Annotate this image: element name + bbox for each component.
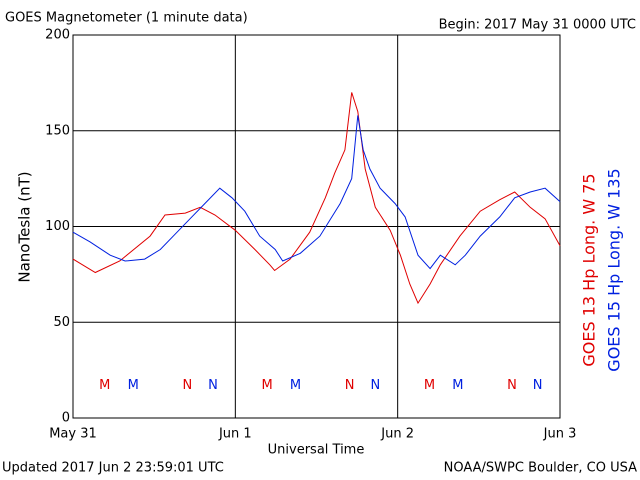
footer-right: NOAA/SWPC Boulder, CO USA (444, 461, 637, 476)
event-marker: M (424, 378, 435, 393)
event-marker: N (182, 378, 192, 393)
event-marker: N (533, 378, 543, 393)
event-marker: M (99, 378, 110, 393)
y-tick-label: 200 (45, 28, 70, 43)
series-line (72, 92, 561, 305)
legend-label: GOES 15 Hp Long. W 135 (605, 168, 624, 371)
series-line (72, 115, 561, 270)
y-tick-label: 0 (62, 411, 70, 426)
event-marker: M (290, 378, 301, 393)
x-tick-label: Jun 2 (380, 427, 414, 442)
chart-title: GOES Magnetometer (1 minute data) (5, 11, 248, 26)
legend-label: GOES 13 Hp Long. W 75 (580, 173, 599, 366)
footer-left: Updated 2017 Jun 2 23:59:01 UTC (2, 461, 224, 476)
event-marker: M (452, 378, 463, 393)
y-tick-label: 50 (53, 315, 70, 330)
plot-frame (72, 34, 561, 419)
x-axis-label: Universal Time (268, 443, 365, 458)
event-marker: N (345, 378, 355, 393)
x-tick-label: Jun 1 (218, 427, 252, 442)
x-tick-label: May 31 (49, 427, 97, 442)
x-tick-label: Jun 3 (543, 427, 577, 442)
y-axis-label: NanoTesla (nT) (16, 171, 34, 282)
y-tick-label: 150 (45, 123, 70, 138)
y-tick-label: 100 (45, 219, 70, 234)
event-marker: M (128, 378, 139, 393)
event-marker: N (507, 378, 517, 393)
begin-label: Begin: 2017 May 31 0000 UTC (439, 18, 636, 33)
event-marker: M (262, 378, 273, 393)
event-marker: N (370, 378, 380, 393)
event-marker: N (208, 378, 218, 393)
